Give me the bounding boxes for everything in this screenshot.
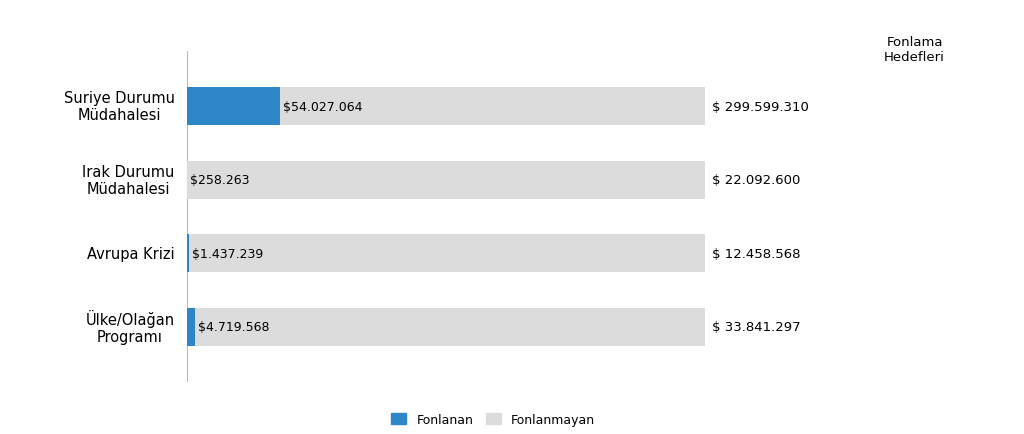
Text: $ 22.092.600: $ 22.092.600 xyxy=(713,174,801,187)
Text: $ 33.841.297: $ 33.841.297 xyxy=(713,320,801,333)
Text: Fonlama
Hedefleri: Fonlama Hedefleri xyxy=(884,36,945,63)
Text: $ 299.599.310: $ 299.599.310 xyxy=(713,101,809,114)
Bar xyxy=(187,235,705,273)
Text: $4.719.568: $4.719.568 xyxy=(198,320,269,333)
Text: $ 12.458.568: $ 12.458.568 xyxy=(713,247,801,260)
Bar xyxy=(187,308,705,346)
Bar xyxy=(187,88,705,126)
Bar xyxy=(187,235,189,273)
Text: $54.027.064: $54.027.064 xyxy=(283,101,362,114)
Bar xyxy=(187,161,705,199)
Text: $258.263: $258.263 xyxy=(189,174,250,187)
Text: $1.437.239: $1.437.239 xyxy=(191,247,263,260)
Bar xyxy=(187,88,281,126)
Legend: Fonlanan, Fonlanmayan: Fonlanan, Fonlanmayan xyxy=(389,411,597,428)
Bar xyxy=(187,308,195,346)
